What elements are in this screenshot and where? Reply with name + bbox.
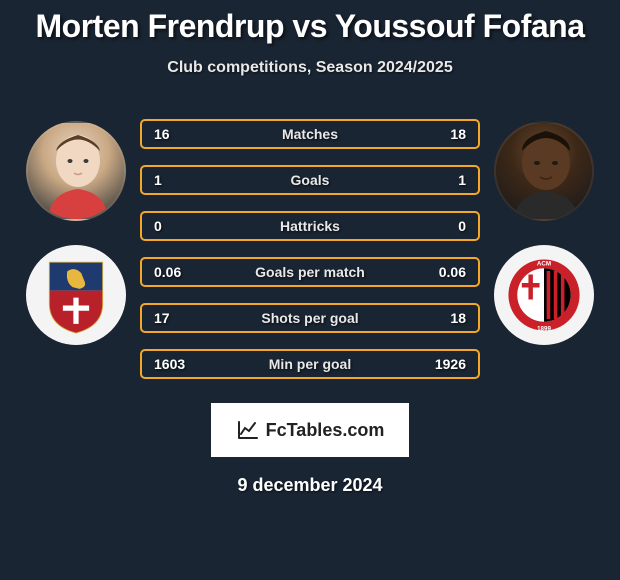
stats-column: 16 Matches 18 1 Goals 1 0 Hattricks 0 0.…	[140, 119, 480, 379]
player2-avatar	[494, 121, 594, 221]
stat-label: Goals per match	[255, 264, 365, 280]
main-row: 16 Matches 18 1 Goals 1 0 Hattricks 0 0.…	[10, 119, 610, 379]
stat-label: Hattricks	[280, 218, 340, 234]
stat-label: Min per goal	[269, 356, 351, 372]
stat-p2-value: 1926	[435, 356, 466, 372]
player2-face-icon	[496, 123, 594, 221]
stat-label: Matches	[282, 126, 338, 142]
svg-text:1899: 1899	[537, 326, 551, 333]
stat-label: Shots per goal	[261, 310, 358, 326]
player2-club-crest: ACM 1899	[494, 245, 594, 345]
stat-p2-value: 0.06	[439, 264, 466, 280]
stat-p2-value: 1	[458, 172, 466, 188]
player1-face-icon	[28, 123, 126, 221]
acmilan-crest-icon: ACM 1899	[504, 255, 584, 335]
player1-club-crest	[26, 245, 126, 345]
stat-p2-value: 0	[458, 218, 466, 234]
stat-label: Goals	[291, 172, 330, 188]
stat-row-hattricks: 0 Hattricks 0	[140, 211, 480, 241]
stat-p1-value: 0	[154, 218, 162, 234]
stat-p2-value: 18	[450, 126, 466, 142]
stat-p2-value: 18	[450, 310, 466, 326]
stat-p1-value: 0.06	[154, 264, 181, 280]
genoa-crest-icon	[41, 255, 111, 335]
stat-row-matches: 16 Matches 18	[140, 119, 480, 149]
stat-row-min-per-goal: 1603 Min per goal 1926	[140, 349, 480, 379]
stat-p1-value: 1	[154, 172, 162, 188]
svg-text:ACM: ACM	[537, 261, 551, 268]
watermark-text: FcTables.com	[266, 420, 385, 441]
stat-p1-value: 16	[154, 126, 170, 142]
player1-avatar	[26, 121, 126, 221]
stat-row-goals: 1 Goals 1	[140, 165, 480, 195]
stat-row-shots-per-goal: 17 Shots per goal 18	[140, 303, 480, 333]
subtitle: Club competitions, Season 2024/2025	[10, 59, 610, 77]
page-title: Morten Frendrup vs Youssouf Fofana	[10, 8, 610, 45]
player2-column: ACM 1899	[494, 119, 594, 345]
player1-column	[26, 119, 126, 345]
comparison-card: Morten Frendrup vs Youssouf Fofana Club …	[0, 0, 620, 504]
stat-row-goals-per-match: 0.06 Goals per match 0.06	[140, 257, 480, 287]
chart-icon	[236, 418, 260, 442]
date-label: 9 december 2024	[10, 475, 610, 496]
stat-p1-value: 1603	[154, 356, 185, 372]
watermark-badge: FcTables.com	[211, 403, 409, 457]
stat-p1-value: 17	[154, 310, 170, 326]
